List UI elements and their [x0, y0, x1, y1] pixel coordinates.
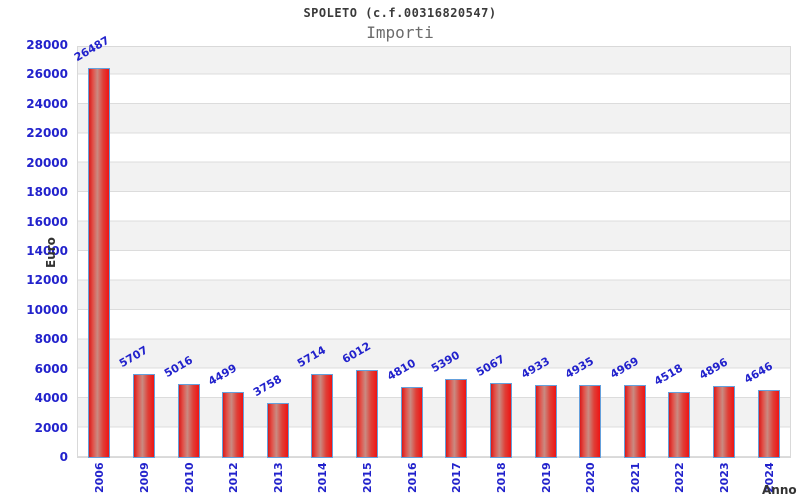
- bar: [490, 383, 512, 458]
- y-axis-title: Euro: [44, 237, 58, 268]
- y-tick-label: 8000: [34, 332, 68, 347]
- x-tick-label: 2022: [673, 462, 686, 493]
- y-tick-label: 14000: [26, 244, 68, 258]
- bar: [535, 385, 557, 458]
- x-tick-label: 2009: [138, 462, 151, 493]
- bar: [267, 403, 289, 458]
- bar: [356, 370, 378, 458]
- y-tick-label: 2000: [34, 420, 68, 435]
- chart-title: SPOLETO (c.f.00316820547): [303, 6, 497, 20]
- x-tick-label: 2013: [272, 462, 285, 493]
- x-tick-label: 2023: [718, 462, 731, 493]
- x-tick-label: 2006: [93, 462, 106, 493]
- y-tick-label: 10000: [26, 302, 68, 317]
- bar: [222, 392, 244, 458]
- x-tick-label: 2015: [361, 462, 374, 493]
- x-tick-label: 2017: [450, 462, 463, 493]
- y-tick-label: 0: [59, 450, 68, 464]
- x-tick-label: 2020: [584, 462, 597, 493]
- x-tick-label: 2021: [629, 462, 642, 493]
- bar: [311, 374, 333, 458]
- bar: [668, 392, 690, 458]
- y-tick-label: 22000: [26, 126, 68, 141]
- x-tick-label: 2014: [316, 462, 329, 493]
- x-tick-label: 2010: [183, 462, 196, 493]
- bar: [88, 68, 110, 458]
- bar: [178, 384, 200, 458]
- y-tick-label: 18000: [26, 185, 68, 200]
- chart-subtitle: Importi: [366, 23, 434, 42]
- y-tick-label: 12000: [26, 273, 68, 288]
- bar: [624, 385, 646, 458]
- y-tick-label: 24000: [26, 96, 68, 111]
- x-tick-label: 2016: [406, 462, 419, 493]
- x-axis-title: Anno: [762, 483, 797, 497]
- y-tick-label: 4000: [34, 391, 68, 406]
- y-tick-label: 6000: [34, 361, 68, 376]
- x-tick-label: 2018: [495, 462, 508, 493]
- bar: [445, 379, 467, 458]
- bar: [401, 387, 423, 458]
- y-tick-label: 20000: [26, 155, 68, 170]
- x-tick-label: 2019: [540, 462, 553, 493]
- bar: [758, 390, 780, 458]
- bar: [133, 374, 155, 458]
- bar: [713, 386, 735, 458]
- bar: [579, 385, 601, 458]
- y-tick-label: 26000: [26, 67, 68, 82]
- x-tick-label: 2012: [227, 462, 240, 493]
- y-tick-label: 16000: [26, 214, 68, 229]
- y-tick-label: 28000: [26, 38, 68, 52]
